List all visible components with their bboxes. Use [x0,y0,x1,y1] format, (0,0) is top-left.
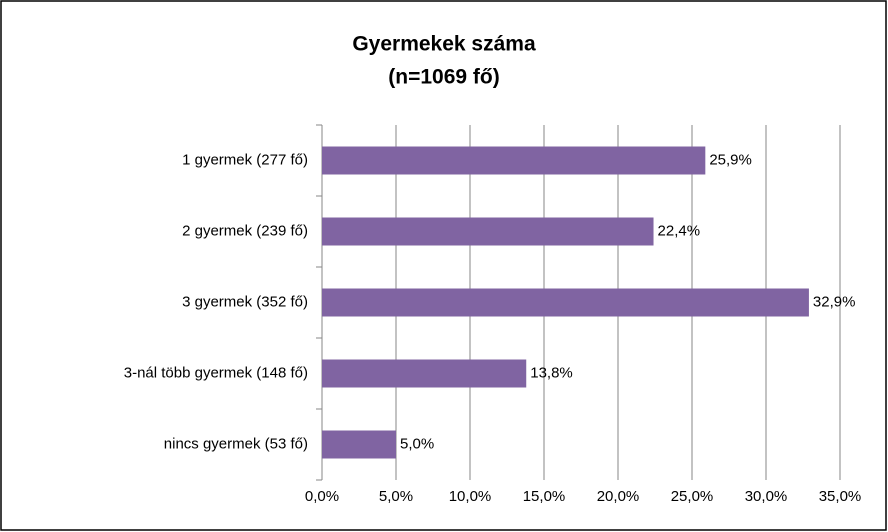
y-tick-label: 2 gyermek (239 fő) [182,222,308,239]
data-label: 5,0% [400,435,434,452]
chart-subtitle: (n=1069 fő) [388,66,499,89]
x-tick-label: 30,0% [745,488,788,505]
bar [322,146,706,175]
bar [322,430,396,459]
x-tick-label: 10,0% [449,488,492,505]
y-tick-label: 3 gyermek (352 fő) [182,293,308,310]
bar [322,359,527,388]
data-label: 22,4% [658,222,701,239]
y-tick-label: nincs gyermek (53 fő) [164,435,308,452]
y-tick-label: 1 gyermek (277 fő) [182,151,308,168]
x-tick-label: 20,0% [597,488,640,505]
bar [322,217,654,246]
data-label: 25,9% [709,151,752,168]
data-label: 32,9% [813,293,856,310]
x-tick-label: 0,0% [305,488,339,505]
y-tick-label: 3-nál több gyermek (148 fő) [124,364,308,381]
x-tick-label: 5,0% [379,488,413,505]
data-label: 13,8% [530,364,573,381]
x-tick-label: 15,0% [523,488,566,505]
x-tick-label: 35,0% [819,488,862,505]
bar [322,288,809,317]
x-tick-label: 25,0% [671,488,714,505]
chart-title: Gyermekek száma [352,33,536,56]
